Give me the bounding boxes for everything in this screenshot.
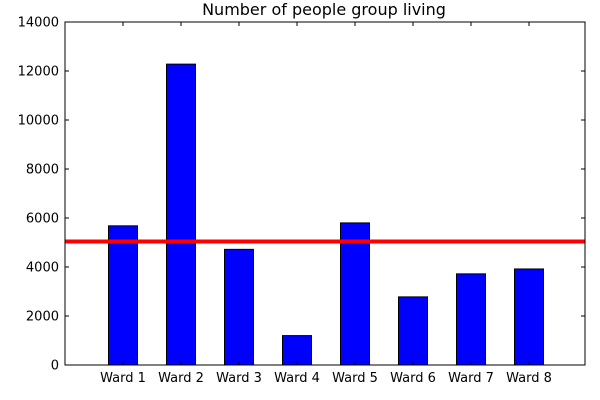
y-tick-label: 8000: [26, 163, 59, 178]
y-tick-label: 4000: [26, 261, 59, 276]
y-tick-label: 2000: [26, 310, 59, 325]
plot-area: Ward 1 Ward 2 Ward 3 Ward 4 Ward 5 Ward 6 Ward…: [18, 16, 586, 386]
x-tick-label: Ward 2: [158, 371, 204, 386]
x-tick-label: Ward 5: [332, 371, 378, 386]
bar: [108, 225, 138, 366]
y-tick-label: 14000: [18, 16, 59, 31]
y-tick-label: 12000: [18, 65, 59, 80]
bar: [224, 248, 254, 366]
y-tick-label: 6000: [26, 212, 59, 227]
x-tick-label: Ward 4: [274, 371, 320, 386]
x-tick-label: Ward 7: [448, 371, 494, 386]
y-tick-label: 10000: [18, 114, 59, 129]
y-tick-label: 0: [51, 359, 59, 374]
bar: [282, 335, 312, 366]
x-tick-label: Ward 6: [390, 371, 436, 386]
bar: [398, 296, 428, 366]
bar: [514, 268, 544, 366]
plot-frame: [64, 21, 586, 366]
chart-title: Number of people group living: [202, 0, 446, 19]
bar: [166, 63, 196, 366]
x-tick-label: Ward 3: [216, 371, 262, 386]
bar: [456, 273, 486, 366]
bar: [340, 222, 370, 366]
x-tick-label: Ward 1: [100, 371, 146, 386]
x-tick-label: Ward 8: [506, 371, 552, 386]
